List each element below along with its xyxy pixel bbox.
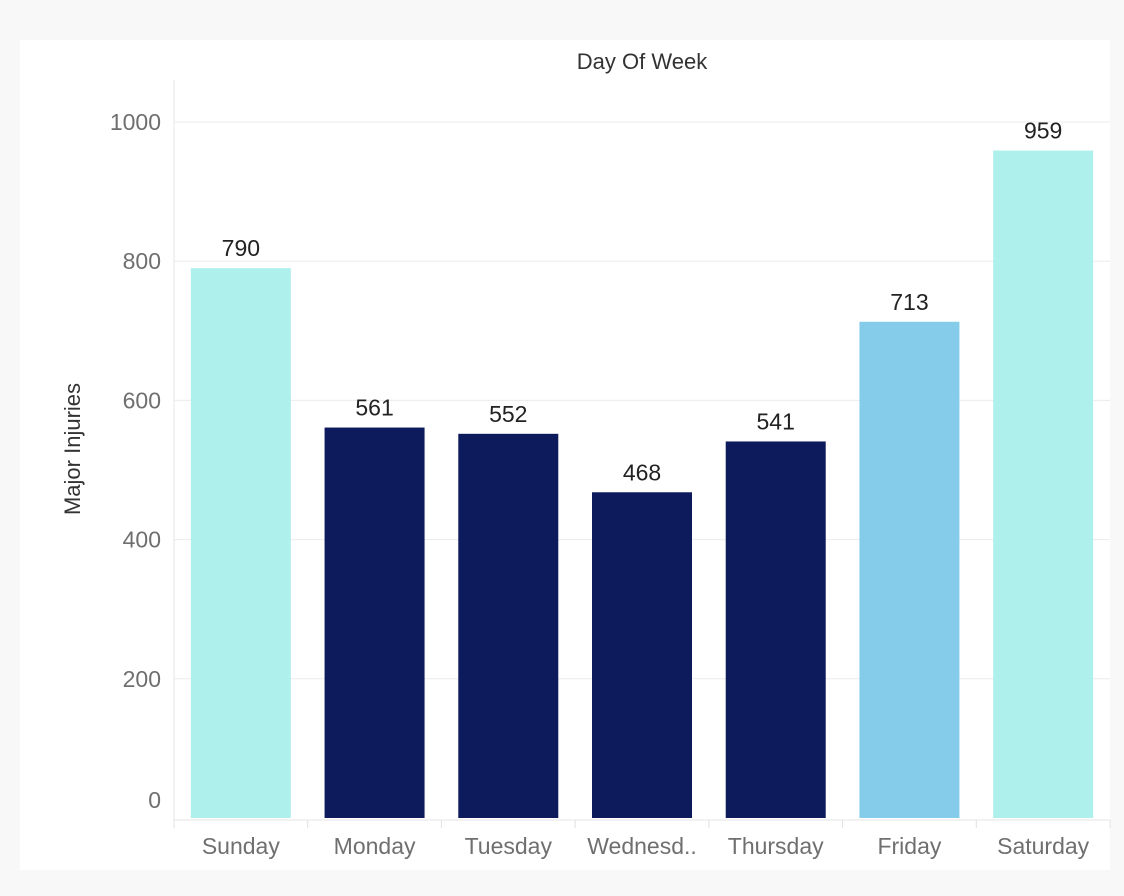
y-tick-label: 800 <box>123 248 161 274</box>
bar[interactable] <box>993 150 1094 818</box>
data-labels: 790 561 552 468 541 713 959 <box>222 118 1063 486</box>
x-tick-label: Saturday <box>997 833 1090 859</box>
bar[interactable] <box>458 433 559 818</box>
x-axis-categories: Sunday Monday Tuesday Wednesd.. Thursday Frid… <box>173 820 1111 859</box>
x-tick-label: Tuesday <box>465 833 553 859</box>
bar[interactable] <box>725 441 826 818</box>
y-tick-label: 0 <box>148 787 161 813</box>
x-tick-label: Friday <box>877 833 941 859</box>
bars <box>190 150 1094 818</box>
bar[interactable] <box>324 427 425 818</box>
x-tick-label: Thursday <box>728 833 824 859</box>
data-label: 541 <box>757 408 795 434</box>
data-label: 790 <box>222 235 260 261</box>
data-label: 552 <box>489 401 527 427</box>
y-tick-label: 400 <box>123 527 161 553</box>
data-label: 713 <box>890 289 928 315</box>
data-label: 468 <box>623 459 661 485</box>
x-axis-title: Day Of Week <box>577 49 708 74</box>
data-label: 561 <box>355 395 393 421</box>
y-tick-label: 600 <box>123 387 161 413</box>
x-tick-label: Sunday <box>202 833 281 859</box>
x-tick-label: Wednesd.. <box>587 833 697 859</box>
bar[interactable] <box>592 492 692 818</box>
x-tick-label: Monday <box>334 833 416 859</box>
data-label: 959 <box>1024 118 1062 144</box>
bar[interactable] <box>190 268 291 818</box>
y-tick-label: 1000 <box>110 109 161 135</box>
y-axis-title: Major Injuries <box>60 383 85 515</box>
y-tick-label: 200 <box>123 666 161 692</box>
bar[interactable] <box>859 321 960 818</box>
y-axis-ticks: 0 200 400 600 800 1000 <box>110 109 161 813</box>
